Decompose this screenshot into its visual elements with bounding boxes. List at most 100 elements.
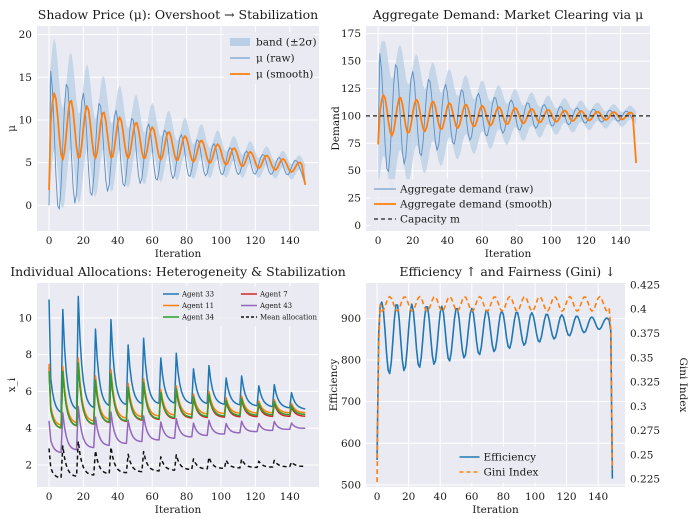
y-tick-label: 75: [348, 138, 361, 150]
gini-line: [376, 295, 614, 483]
x-tick-label: 80: [510, 235, 523, 247]
y-tick-label: 0: [354, 220, 361, 232]
y-tick-label: 100: [341, 110, 361, 122]
y-tick-label: 25: [348, 193, 361, 205]
legend: band (±2σ) μ (raw) μ (smooth): [224, 32, 317, 84]
y-tick-label: 15: [19, 72, 32, 84]
legend-label: μ (smooth): [256, 69, 313, 81]
x-axis-label: Iteration: [155, 248, 202, 260]
legend-label: Agent 33: [181, 291, 214, 299]
legend-label: Agent 43: [259, 302, 292, 310]
legend-box: [159, 286, 315, 327]
y-tick-label: 125: [341, 83, 361, 95]
y-tick-label: 20: [19, 29, 32, 41]
y-right-tick-label: 0.225: [630, 474, 660, 486]
y-right-axis-label: Gini Index: [677, 358, 689, 413]
x-axis-label: Iteration: [485, 248, 532, 260]
x-tick-label: 80: [497, 491, 510, 503]
y-right-tick-label: 0.35: [630, 352, 653, 364]
y-tick-label: 4: [25, 423, 32, 435]
chart-title: Efficiency ↑ and Fairness (Gini) ↓: [399, 264, 615, 279]
x-tick-label: 100: [525, 491, 545, 503]
y-tick-label: 150: [341, 56, 361, 68]
x-tick-label: 120: [557, 491, 577, 503]
y-axis-label: μ: [6, 125, 18, 132]
x-tick-label: 60: [146, 235, 159, 247]
chart-panel-3: 0 20 40 60 80 100 120 140 2 4 6 8 10 Individual Alloc…: [6, 264, 346, 516]
chart-title: Aggregate Demand: Market Clearing via μ: [372, 7, 643, 22]
y-tick-label: 10: [19, 114, 32, 126]
series-layer: [376, 295, 614, 483]
smooth-series-line: [48, 92, 307, 191]
legend-label: Agent 34: [181, 314, 215, 322]
x-tick-label: 20: [77, 491, 90, 503]
series-layer: [48, 295, 306, 479]
y-right-tick-label: 0.3: [630, 401, 647, 413]
legend: Agent 33 Agent 7 Agent 11 Agent 43 Agent 34 M…: [159, 286, 317, 327]
y-tick-label: 500: [341, 479, 361, 491]
y-tick-label: 175: [341, 28, 361, 40]
agent-series-line: [48, 295, 306, 413]
y-tick-label: 5: [25, 157, 32, 169]
y-tick-label: 50: [348, 165, 361, 177]
x-tick-label: 0: [374, 491, 381, 503]
legend-label: Gini Index: [484, 467, 539, 479]
y-axis-label: Demand: [330, 106, 342, 151]
x-tick-label: 140: [611, 235, 631, 247]
legend-box: [455, 447, 540, 483]
x-tick-label: 20: [402, 491, 415, 503]
x-tick-label: 100: [211, 235, 231, 247]
x-tick-label: 40: [111, 235, 124, 247]
efficiency-line: [376, 301, 614, 479]
y-tick-label: 900: [341, 313, 361, 325]
x-axis-label: Iteration: [472, 504, 519, 516]
x-tick-label: 140: [588, 491, 608, 503]
agent-series-line: [48, 362, 306, 429]
y-tick-label: 0: [25, 200, 32, 212]
legend-label: Capacity m: [400, 214, 460, 226]
y-right-tick-label: 0.25: [630, 449, 653, 461]
legend-label: μ (raw): [256, 53, 295, 65]
x-axis-label: Iteration: [155, 504, 202, 516]
x-tick-label: 0: [46, 491, 53, 503]
legend-label: Mean allocation: [260, 314, 317, 322]
y-tick-label: 800: [341, 355, 361, 367]
y-right-tick-label: 0.375: [630, 328, 660, 340]
series-layer: [366, 41, 650, 192]
series-layer: [48, 38, 307, 210]
agent-series-line: [48, 440, 306, 479]
x-tick-label: 60: [465, 491, 478, 503]
legend-box: [370, 179, 518, 230]
legend-label: Agent 11: [181, 302, 214, 310]
legend: Efficiency Gini Index: [455, 447, 540, 483]
x-tick-label: 100: [541, 235, 561, 247]
x-tick-label: 80: [180, 235, 193, 247]
x-tick-label: 20: [77, 235, 90, 247]
legend: Aggregate demand (raw) Aggregate demand (…: [370, 179, 552, 230]
chart-panel-4: 0 20 40 60 80 100 120 140 500 600 700 800 900 0.225 0.…: [328, 264, 689, 516]
legend-label: Agent 7: [259, 291, 288, 299]
chart-panel-2: 0 20 40 60 80 100 120 140 0 25 50 75 100 125 150 175 Agg…: [330, 7, 650, 260]
y-right-tick-label: 0.325: [630, 377, 660, 389]
x-tick-label: 40: [434, 491, 447, 503]
y-tick-label: 700: [341, 396, 361, 408]
y-tick-label: 10: [19, 312, 32, 324]
y-axis-label: x_i: [6, 377, 18, 392]
x-tick-label: 40: [111, 491, 124, 503]
chart-panel-1: 0 20 40 60 80 100 120 140 0 5 10 15 20 Shadow Price (…: [6, 7, 319, 260]
y-right-tick-label: 0.4: [630, 304, 647, 316]
y-tick-label: 2: [25, 459, 32, 471]
y-axis-label: Efficiency: [328, 359, 340, 412]
raw-series-line: [48, 70, 306, 210]
x-tick-label: 120: [245, 491, 265, 503]
legend-label: band (±2σ): [256, 37, 317, 49]
x-tick-label: 20: [406, 235, 419, 247]
agent-series-line: [48, 405, 306, 454]
x-tick-label: 60: [475, 235, 488, 247]
legend-label: Efficiency: [484, 452, 537, 464]
y-tick-label: 6: [25, 386, 32, 398]
x-tick-label: 80: [180, 491, 193, 503]
x-tick-label: 0: [375, 235, 382, 247]
x-tick-label: 140: [280, 235, 300, 247]
